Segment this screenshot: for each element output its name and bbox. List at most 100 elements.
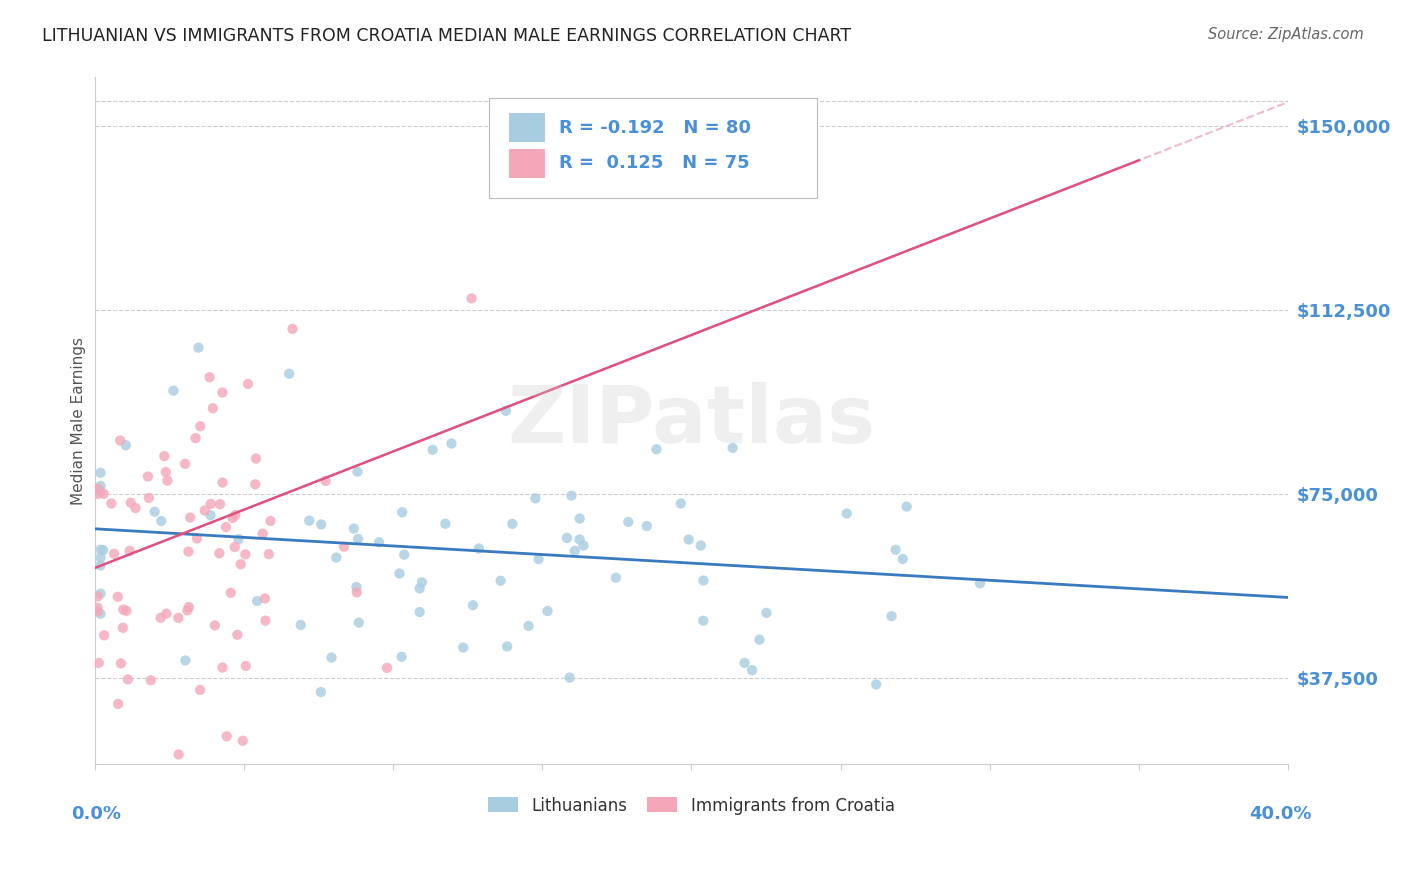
Text: ZIPatlas: ZIPatlas xyxy=(508,382,876,460)
Point xyxy=(139,673,162,688)
Point xyxy=(309,685,332,699)
Point xyxy=(124,501,146,516)
Point xyxy=(167,611,190,625)
Point xyxy=(560,489,582,503)
Text: 0.0%: 0.0% xyxy=(70,805,121,823)
Text: Source: ZipAtlas.com: Source: ZipAtlas.com xyxy=(1208,27,1364,42)
Point xyxy=(162,384,184,398)
Point xyxy=(209,497,232,511)
Point xyxy=(891,552,914,566)
Point xyxy=(149,611,172,625)
Point xyxy=(118,544,141,558)
Point xyxy=(969,576,991,591)
Point xyxy=(568,511,591,525)
Point xyxy=(555,531,578,545)
Point xyxy=(884,542,907,557)
Point xyxy=(115,604,138,618)
Point xyxy=(211,475,233,490)
Point xyxy=(564,544,586,558)
Point xyxy=(200,497,222,511)
Point xyxy=(150,514,173,528)
Point xyxy=(176,603,198,617)
Point xyxy=(278,367,301,381)
Point xyxy=(388,566,411,581)
Point xyxy=(138,491,160,505)
Point xyxy=(90,466,112,480)
Point xyxy=(90,587,112,601)
Point xyxy=(187,341,209,355)
Point xyxy=(290,618,312,632)
Point xyxy=(107,590,129,604)
Point xyxy=(347,615,370,630)
Point xyxy=(245,451,267,466)
Point xyxy=(179,510,201,524)
Point xyxy=(346,585,368,599)
Point xyxy=(451,640,474,655)
Point xyxy=(835,507,858,521)
Point xyxy=(669,496,692,510)
Point xyxy=(343,522,366,536)
Point xyxy=(489,574,512,588)
Point xyxy=(100,497,122,511)
Point xyxy=(468,541,491,556)
Point xyxy=(880,609,903,624)
Point xyxy=(321,650,343,665)
Point xyxy=(281,322,304,336)
Point xyxy=(572,539,595,553)
Point xyxy=(155,465,177,479)
Point xyxy=(254,614,277,628)
Point xyxy=(346,580,368,594)
Point xyxy=(721,441,744,455)
Point xyxy=(229,558,252,572)
Point xyxy=(315,474,337,488)
Point xyxy=(184,431,207,445)
Point xyxy=(422,442,444,457)
Point xyxy=(198,370,221,384)
Point xyxy=(865,677,887,691)
Point xyxy=(232,734,254,748)
Legend: Lithuanians, Immigrants from Croatia: Lithuanians, Immigrants from Croatia xyxy=(481,789,901,822)
Point xyxy=(107,697,129,711)
Text: LITHUANIAN VS IMMIGRANTS FROM CROATIA MEDIAN MALE EARNINGS CORRELATION CHART: LITHUANIAN VS IMMIGRANTS FROM CROATIA ME… xyxy=(42,27,851,45)
Point xyxy=(434,516,457,531)
Point xyxy=(391,649,413,664)
Point xyxy=(440,436,463,450)
Point xyxy=(91,543,114,558)
Point xyxy=(215,730,238,744)
Point xyxy=(174,457,197,471)
Point xyxy=(748,632,770,647)
Point xyxy=(112,602,135,616)
Point xyxy=(375,661,398,675)
Point xyxy=(309,517,332,532)
Point xyxy=(143,505,166,519)
Point xyxy=(224,508,246,522)
Point xyxy=(215,520,238,534)
Point xyxy=(692,574,714,588)
Point xyxy=(461,598,484,612)
Point xyxy=(90,550,112,565)
Point xyxy=(368,535,391,549)
Point xyxy=(346,465,368,479)
Point xyxy=(90,558,112,573)
Point xyxy=(392,548,415,562)
FancyBboxPatch shape xyxy=(509,113,544,142)
Point xyxy=(87,656,110,670)
Text: R =  0.125   N = 75: R = 0.125 N = 75 xyxy=(560,154,749,172)
Point xyxy=(86,600,108,615)
Point xyxy=(235,548,257,562)
Point xyxy=(408,582,430,596)
Point xyxy=(896,500,918,514)
Point xyxy=(93,628,115,642)
Point xyxy=(246,594,269,608)
Point xyxy=(167,747,190,762)
Point xyxy=(678,533,700,547)
Point xyxy=(741,663,763,677)
Point xyxy=(177,544,200,558)
Point xyxy=(114,438,136,452)
Point xyxy=(236,376,259,391)
Point xyxy=(333,540,356,554)
Point xyxy=(86,487,108,501)
Point xyxy=(259,514,281,528)
Point xyxy=(211,660,233,674)
Point xyxy=(496,640,519,654)
